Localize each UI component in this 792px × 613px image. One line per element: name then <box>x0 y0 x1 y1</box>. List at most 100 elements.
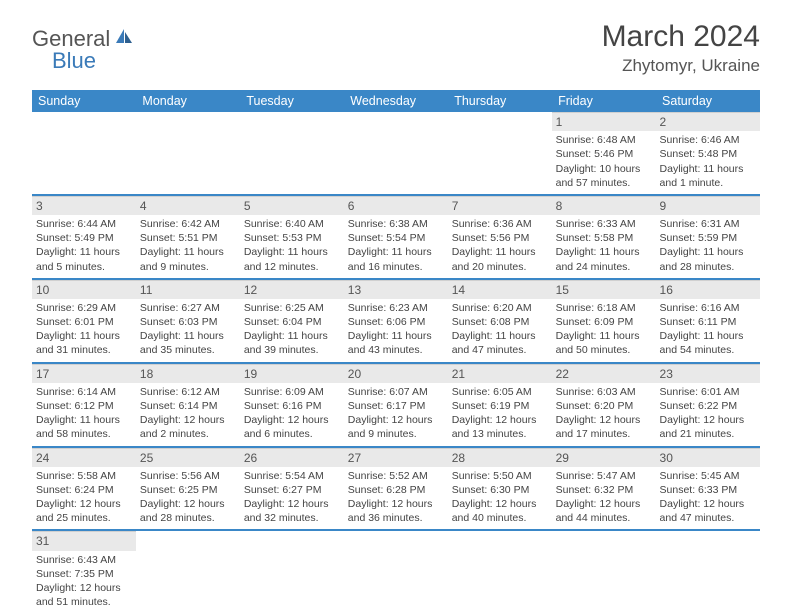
day-number: 1 <box>552 112 656 131</box>
daylight-text: Daylight: 11 hours and 12 minutes. <box>244 245 340 273</box>
sunset-text: Sunset: 5:48 PM <box>660 147 756 161</box>
daylight-text: Daylight: 10 hours and 57 minutes. <box>556 162 652 190</box>
header: General March 2024 Zhytomyr, Ukraine <box>0 0 792 84</box>
day-number: 18 <box>136 364 240 383</box>
calendar-day-cell: 28Sunrise: 5:50 AMSunset: 6:30 PMDayligh… <box>448 447 552 531</box>
calendar-day-cell: 6Sunrise: 6:38 AMSunset: 5:54 PMDaylight… <box>344 195 448 279</box>
day-number: 19 <box>240 364 344 383</box>
sunrise-text: Sunrise: 6:44 AM <box>36 217 132 231</box>
calendar-day-cell <box>448 112 552 195</box>
calendar-day-cell <box>552 530 656 613</box>
sunrise-text: Sunrise: 6:29 AM <box>36 301 132 315</box>
sunrise-text: Sunrise: 6:18 AM <box>556 301 652 315</box>
sunset-text: Sunset: 5:59 PM <box>660 231 756 245</box>
calendar-week-row: 31Sunrise: 6:43 AMSunset: 7:35 PMDayligh… <box>32 530 760 613</box>
daylight-text: Daylight: 12 hours and 47 minutes. <box>660 497 756 525</box>
daylight-text: Daylight: 12 hours and 25 minutes. <box>36 497 132 525</box>
sunset-text: Sunset: 6:04 PM <box>244 315 340 329</box>
calendar-day-cell: 29Sunrise: 5:47 AMSunset: 6:32 PMDayligh… <box>552 447 656 531</box>
weekday-header: Saturday <box>656 90 760 112</box>
calendar-day-cell: 17 Sunrise: 6:14 AMSunset: 6:12 PMDayligh… <box>32 363 136 447</box>
day-number: 14 <box>448 280 552 299</box>
calendar-day-cell <box>136 112 240 195</box>
month-title: March 2024 <box>602 20 760 54</box>
sunrise-text: Sunrise: 5:56 AM <box>140 469 236 483</box>
daylight-text: Daylight: 11 hours and 58 minutes. <box>36 413 132 441</box>
day-number: 2 <box>656 112 760 131</box>
daylight-text: Daylight: 12 hours and 40 minutes. <box>452 497 548 525</box>
daylight-text: Daylight: 12 hours and 2 minutes. <box>140 413 236 441</box>
sunset-text: Sunset: 6:32 PM <box>556 483 652 497</box>
calendar-day-cell: 13Sunrise: 6:23 AMSunset: 6:06 PMDayligh… <box>344 279 448 363</box>
sunset-text: Sunset: 6:27 PM <box>244 483 340 497</box>
day-number: 4 <box>136 196 240 215</box>
sunrise-text: Sunrise: 6:36 AM <box>452 217 548 231</box>
calendar-day-cell: 25Sunrise: 5:56 AMSunset: 6:25 PMDayligh… <box>136 447 240 531</box>
sunset-text: Sunset: 6:25 PM <box>140 483 236 497</box>
sunset-text: Sunset: 6:12 PM <box>36 399 132 413</box>
calendar-day-cell: 15Sunrise: 6:18 AMSunset: 6:09 PMDayligh… <box>552 279 656 363</box>
day-number: 7 <box>448 196 552 215</box>
weekday-header: Thursday <box>448 90 552 112</box>
sunset-text: Sunset: 6:01 PM <box>36 315 132 329</box>
day-number: 12 <box>240 280 344 299</box>
daylight-text: Daylight: 12 hours and 9 minutes. <box>348 413 444 441</box>
sunrise-text: Sunrise: 5:45 AM <box>660 469 756 483</box>
calendar-day-cell <box>240 112 344 195</box>
day-number: 15 <box>552 280 656 299</box>
weekday-header: Wednesday <box>344 90 448 112</box>
sunrise-text: Sunrise: 6:31 AM <box>660 217 756 231</box>
sunset-text: Sunset: 5:58 PM <box>556 231 652 245</box>
day-number: 27 <box>344 448 448 467</box>
daylight-text: Daylight: 11 hours and 20 minutes. <box>452 245 548 273</box>
logo-text-blue: Blue <box>52 48 96 74</box>
sunset-text: Sunset: 6:20 PM <box>556 399 652 413</box>
calendar-day-cell: 1Sunrise: 6:48 AMSunset: 5:46 PMDaylight… <box>552 112 656 195</box>
sunrise-text: Sunrise: 6:14 AM <box>36 385 132 399</box>
calendar-day-cell: 3Sunrise: 6:44 AMSunset: 5:49 PMDaylight… <box>32 195 136 279</box>
calendar-week-row: 24Sunrise: 5:58 AMSunset: 6:24 PMDayligh… <box>32 447 760 531</box>
calendar-day-cell <box>344 530 448 613</box>
calendar-day-cell <box>136 530 240 613</box>
day-number: 23 <box>656 364 760 383</box>
calendar-day-cell <box>656 530 760 613</box>
day-number: 6 <box>344 196 448 215</box>
sunset-text: Sunset: 6:06 PM <box>348 315 444 329</box>
calendar-day-cell: 9Sunrise: 6:31 AMSunset: 5:59 PMDaylight… <box>656 195 760 279</box>
calendar-day-cell: 14Sunrise: 6:20 AMSunset: 6:08 PMDayligh… <box>448 279 552 363</box>
sunset-text: Sunset: 6:14 PM <box>140 399 236 413</box>
daylight-text: Daylight: 11 hours and 50 minutes. <box>556 329 652 357</box>
calendar-day-cell: 12Sunrise: 6:25 AMSunset: 6:04 PMDayligh… <box>240 279 344 363</box>
sunset-text: Sunset: 5:49 PM <box>36 231 132 245</box>
daylight-text: Daylight: 11 hours and 24 minutes. <box>556 245 652 273</box>
daylight-text: Daylight: 11 hours and 1 minute. <box>660 162 756 190</box>
day-number: 8 <box>552 196 656 215</box>
daylight-text: Daylight: 12 hours and 44 minutes. <box>556 497 652 525</box>
sunset-text: Sunset: 6:22 PM <box>660 399 756 413</box>
sunset-text: Sunset: 6:16 PM <box>244 399 340 413</box>
calendar-day-cell <box>448 530 552 613</box>
calendar-day-cell: 19Sunrise: 6:09 AMSunset: 6:16 PMDayligh… <box>240 363 344 447</box>
day-number: 31 <box>32 531 136 550</box>
sunset-text: Sunset: 6:03 PM <box>140 315 236 329</box>
sunrise-text: Sunrise: 5:50 AM <box>452 469 548 483</box>
calendar-day-cell: 30Sunrise: 5:45 AMSunset: 6:33 PMDayligh… <box>656 447 760 531</box>
sunrise-text: Sunrise: 6:20 AM <box>452 301 548 315</box>
sunrise-text: Sunrise: 5:52 AM <box>348 469 444 483</box>
sunrise-text: Sunrise: 6:07 AM <box>348 385 444 399</box>
sunset-text: Sunset: 5:51 PM <box>140 231 236 245</box>
day-number: 3 <box>32 196 136 215</box>
day-number: 26 <box>240 448 344 467</box>
daylight-text: Daylight: 11 hours and 47 minutes. <box>452 329 548 357</box>
sunrise-text: Sunrise: 6:01 AM <box>660 385 756 399</box>
sunrise-text: Sunrise: 6:42 AM <box>140 217 236 231</box>
daylight-text: Daylight: 12 hours and 13 minutes. <box>452 413 548 441</box>
calendar-week-row: 10Sunrise: 6:29 AMSunset: 6:01 PMDayligh… <box>32 279 760 363</box>
sunrise-text: Sunrise: 5:54 AM <box>244 469 340 483</box>
day-number: 17 <box>32 364 136 383</box>
day-number: 29 <box>552 448 656 467</box>
logo-sail-icon <box>114 27 134 52</box>
daylight-text: Daylight: 11 hours and 39 minutes. <box>244 329 340 357</box>
calendar-day-cell: 10Sunrise: 6:29 AMSunset: 6:01 PMDayligh… <box>32 279 136 363</box>
day-number: 25 <box>136 448 240 467</box>
